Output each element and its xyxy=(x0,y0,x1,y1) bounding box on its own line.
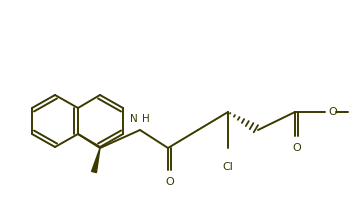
Text: O: O xyxy=(292,143,301,153)
Text: H: H xyxy=(142,114,150,124)
Text: Cl: Cl xyxy=(223,162,233,172)
Text: N: N xyxy=(130,114,138,124)
Text: O: O xyxy=(328,107,337,117)
Polygon shape xyxy=(92,148,100,173)
Text: O: O xyxy=(165,177,174,187)
